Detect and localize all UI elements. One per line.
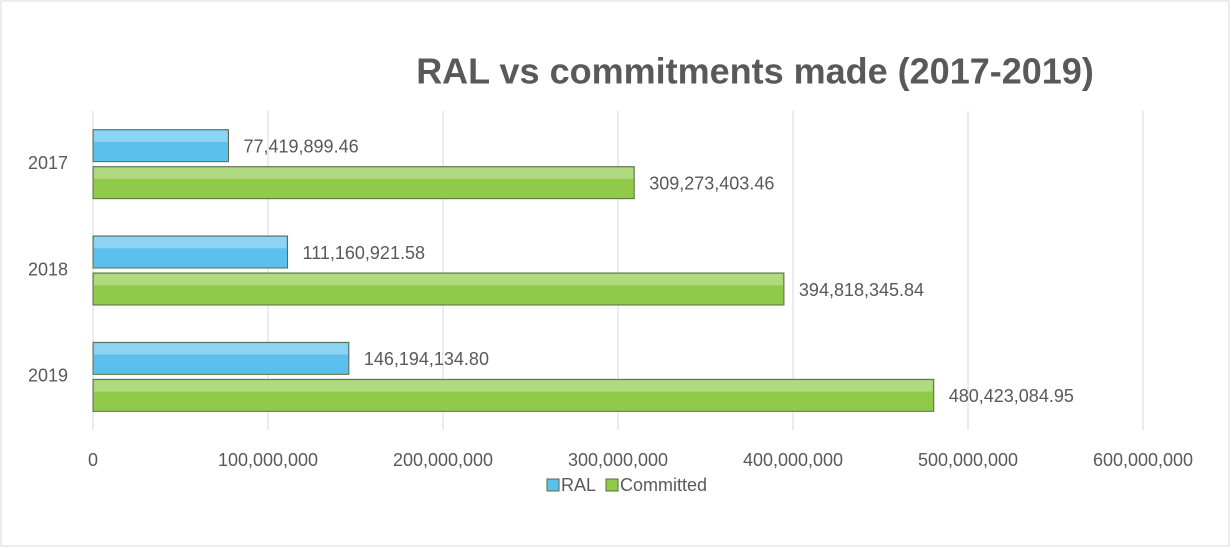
data-label: 111,160,921.58 (303, 243, 425, 263)
x-tick-label: 400,000,000 (743, 450, 843, 470)
y-tick-label: 2018 (28, 259, 68, 279)
x-tick-label: 200,000,000 (393, 450, 493, 470)
bar-highlight (94, 380, 933, 392)
bar-highlight (94, 237, 287, 249)
bar (92, 341, 350, 375)
legend-label: Committed (620, 475, 707, 495)
bar-highlight (94, 167, 634, 179)
x-tick-label: 500,000,000 (918, 450, 1018, 470)
data-label: 480,423,084.95 (949, 386, 1074, 406)
data-label: 309,273,403.46 (649, 173, 774, 193)
bar (92, 235, 289, 269)
bar (92, 378, 935, 412)
bar (92, 166, 635, 200)
y-tick-label: 2017 (28, 153, 68, 173)
y-tick-label: 2019 (28, 366, 68, 386)
data-label: 77,419,899.46 (243, 136, 358, 156)
x-tick-label: 600,000,000 (1093, 450, 1193, 470)
legend-swatch (546, 478, 560, 492)
chart-title: RAL vs commitments made (2017-2019) (416, 51, 1094, 92)
data-label: 394,818,345.84 (799, 280, 924, 300)
x-tick-label: 0 (88, 450, 98, 470)
x-tick-label: 300,000,000 (568, 450, 668, 470)
bar (92, 272, 785, 306)
bar (92, 129, 229, 163)
bar-highlight (94, 343, 348, 355)
bar-highlight (94, 274, 783, 286)
data-label: 146,194,134.80 (364, 349, 489, 369)
legend-swatch (605, 478, 619, 492)
x-tick-label: 100,000,000 (218, 450, 318, 470)
legend-label: RAL (561, 475, 596, 495)
bar-highlight (94, 130, 228, 142)
